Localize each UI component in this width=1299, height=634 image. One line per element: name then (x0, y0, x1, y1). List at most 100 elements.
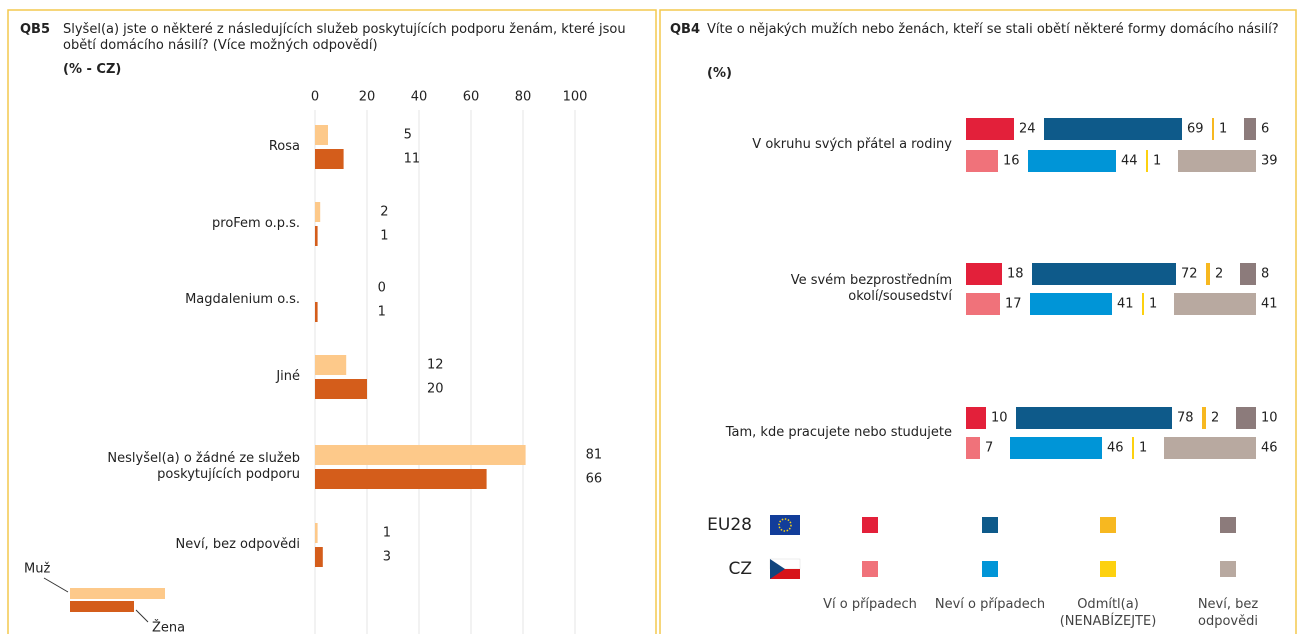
value-label: 16 (1003, 154, 1020, 169)
value-label: 10 (1261, 411, 1278, 426)
right-panel (659, 9, 1297, 634)
value-label: 1 (383, 526, 391, 541)
bar (315, 149, 344, 169)
bar-segment (966, 407, 986, 429)
bar-segment (1178, 150, 1256, 172)
bar-segment (966, 150, 998, 172)
bar (315, 302, 318, 322)
category-label: Tam, kde pracujete nebo studujete (725, 425, 952, 440)
question-code: QB4 (670, 22, 701, 37)
bar-segment (1164, 437, 1256, 459)
bar-segment (1244, 118, 1256, 140)
bar (315, 445, 526, 465)
value-label: 69 (1187, 122, 1204, 137)
legend-group-label: EU28 (707, 515, 752, 535)
value-label: 44 (1121, 154, 1138, 169)
legend-label: Žena (152, 620, 185, 634)
bar-segment (966, 437, 980, 459)
bar (315, 125, 328, 145)
x-tick-label: 0 (311, 90, 319, 105)
bar-segment (1146, 150, 1148, 172)
value-label: 20 (427, 382, 444, 397)
value-label: 7 (985, 441, 993, 456)
legend-swatch (1100, 517, 1116, 533)
legend-label: Neví o případech (934, 597, 1046, 612)
value-label: 3 (383, 550, 391, 565)
legend-swatch (982, 561, 998, 577)
legend-swatch (1220, 561, 1236, 577)
bar (315, 379, 367, 399)
bar (315, 469, 487, 489)
value-label: 1 (1153, 154, 1161, 169)
category-label: Neví, bez odpovědi (175, 537, 300, 552)
value-label: 11 (404, 152, 421, 167)
category-label: V okruhu svých přátel a rodiny (752, 137, 952, 152)
category-label: Rosa (268, 139, 300, 154)
category-label: Jiné (276, 369, 300, 384)
left-panel (7, 9, 657, 634)
value-label: 72 (1181, 267, 1198, 282)
bar-segment (1044, 118, 1182, 140)
x-tick-label: 40 (411, 90, 428, 105)
legend-group-label: CZ (728, 559, 752, 579)
legend-label: Odmítl(a) (NENABÍZEJTE) (1059, 597, 1157, 629)
value-label: 78 (1177, 411, 1194, 426)
bar-segment (966, 293, 1000, 315)
value-label: 5 (404, 128, 412, 143)
value-label: 1 (1149, 297, 1157, 312)
legend-swatch (70, 588, 165, 599)
bar (315, 547, 323, 567)
subtitle: (% - CZ) (63, 62, 122, 77)
eu-flag (770, 515, 800, 535)
x-tick-label: 100 (563, 90, 588, 105)
value-label: 1 (378, 305, 386, 320)
cz-flag (769, 558, 801, 579)
bar (315, 226, 318, 246)
value-label: 1 (1219, 122, 1227, 137)
value-label: 2 (1215, 267, 1223, 282)
legend-swatch (982, 517, 998, 533)
value-label: 2 (1211, 411, 1219, 426)
bar-segment (1174, 293, 1256, 315)
bar-segment (1142, 293, 1144, 315)
value-label: 0 (378, 281, 386, 296)
value-label: 81 (586, 448, 603, 463)
value-label: 41 (1117, 297, 1134, 312)
value-label: 24 (1019, 122, 1036, 137)
bar-segment (1206, 263, 1210, 285)
value-label: 8 (1261, 267, 1269, 282)
bar (315, 202, 321, 222)
bar-segment (1028, 150, 1116, 172)
question-title: Slyšel(a) jste o některé z následujících… (63, 22, 626, 53)
value-label: 1 (380, 229, 388, 244)
x-tick-label: 60 (463, 90, 480, 105)
legend-pointer (43, 577, 69, 593)
legend-swatch (1100, 561, 1116, 577)
category-label: Magdalenium o.s. (185, 292, 300, 307)
category-label: Ve svém bezprostředním okolí/sousedství (790, 273, 952, 304)
bar-segment (1032, 263, 1176, 285)
bar-segment (1202, 407, 1206, 429)
bar-segment (966, 118, 1014, 140)
value-label: 1 (1139, 441, 1147, 456)
category-label: Neslyšel(a) o žádné ze služeb poskytujíc… (107, 451, 300, 482)
value-label: 10 (991, 411, 1008, 426)
value-label: 2 (380, 205, 388, 220)
category-label: proFem o.p.s. (212, 216, 300, 231)
bar (315, 523, 318, 543)
value-label: 46 (1107, 441, 1124, 456)
legend-label: Neví, bez odpovědi (1197, 597, 1259, 629)
legend-swatch (1220, 517, 1236, 533)
bar-segment (1016, 407, 1172, 429)
bar-segment (1212, 118, 1214, 140)
question-code: QB5 (20, 22, 51, 37)
value-label: 46 (1261, 441, 1278, 456)
legend-swatch (862, 561, 878, 577)
bar-segment (1240, 263, 1256, 285)
value-label: 17 (1005, 297, 1022, 312)
bar-segment (1236, 407, 1256, 429)
legend-label: Ví o případech (823, 597, 917, 612)
legend-swatch (862, 517, 878, 533)
